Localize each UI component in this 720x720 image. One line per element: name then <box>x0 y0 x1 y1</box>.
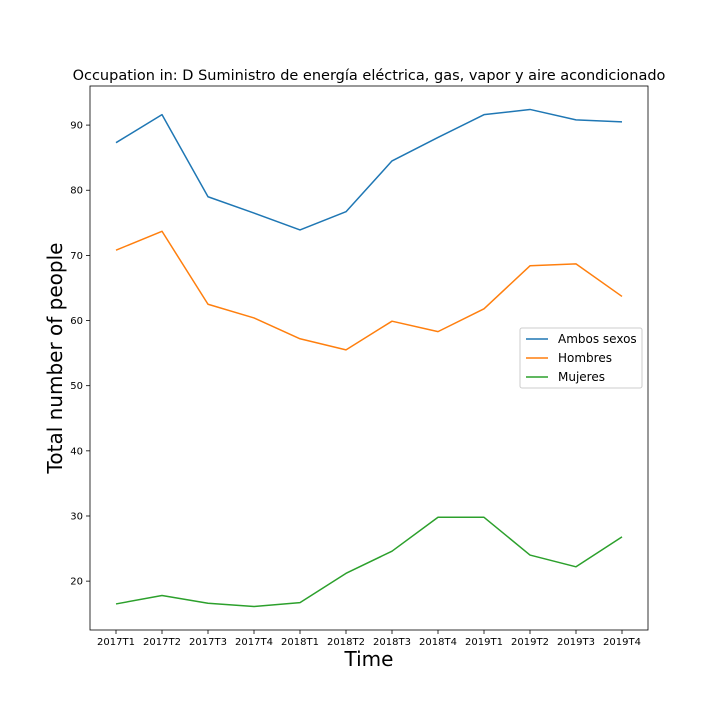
y-tick-label: 50 <box>70 381 83 392</box>
series-line-hombres <box>115 230 623 351</box>
x-axis-label: Time <box>344 647 394 671</box>
y-axis: 20 30 40 50 60 70 80 90 <box>70 121 90 588</box>
legend: Ambos sexos Hombres Mujeres <box>519 327 643 389</box>
x-tick-label: 2017T3 <box>189 637 227 648</box>
y-tick-label: 30 <box>70 511 83 522</box>
y-tick-label: 40 <box>70 446 83 457</box>
legend-box <box>519 327 643 389</box>
x-tick-label: 2019T3 <box>557 637 595 648</box>
x-tick-label: 2018T1 <box>281 637 319 648</box>
y-tick-label: 80 <box>70 186 83 197</box>
series-layer <box>115 108 623 608</box>
legend-label-hombres: Hombres <box>558 351 612 365</box>
chart-title: Occupation in: D Suministro de energía e… <box>73 68 666 84</box>
legend-label-mujeres: Mujeres <box>558 370 605 384</box>
x-tick-label: 2018T2 <box>327 637 365 648</box>
x-tick-label: 2018T3 <box>373 637 411 648</box>
x-tick-label: 2019T1 <box>465 637 503 648</box>
x-tick-label: 2017T1 <box>97 637 135 648</box>
x-axis: 2017T1 2017T2 2017T3 2017T4 2018T1 2018T2 2018… <box>97 630 641 648</box>
y-tick-label: 70 <box>70 251 83 262</box>
x-tick-label: 2018T4 <box>419 637 457 648</box>
legend-label-ambos-sexos: Ambos sexos <box>558 332 637 346</box>
y-axis-label: Total number of people <box>43 243 67 475</box>
y-tick-label: 20 <box>70 577 83 588</box>
x-tick-label: 2017T4 <box>235 637 273 648</box>
plot-frame <box>89 85 649 631</box>
y-tick-label: 60 <box>70 316 83 327</box>
plot-area <box>89 85 649 631</box>
x-tick-label: 2019T2 <box>511 637 549 648</box>
y-tick-label: 90 <box>70 121 83 132</box>
x-tick-label: 2017T2 <box>143 637 181 648</box>
series-line-ambos-sexos <box>115 108 623 231</box>
x-tick-label: 2019T4 <box>603 637 641 648</box>
series-line-mujeres <box>115 516 623 608</box>
